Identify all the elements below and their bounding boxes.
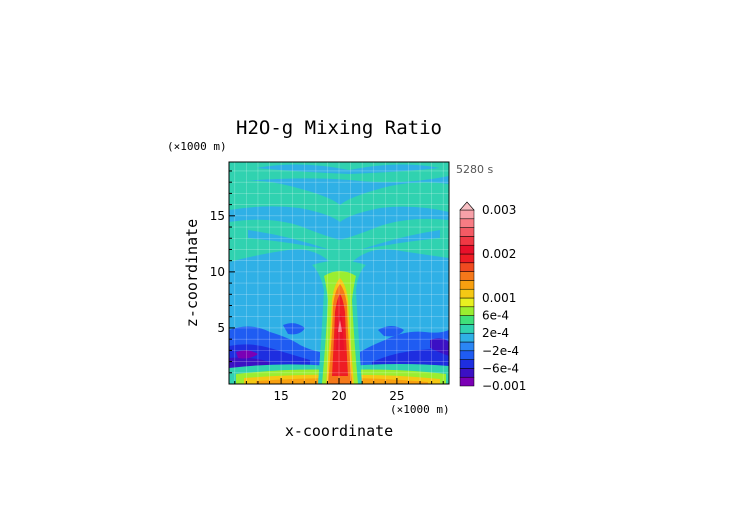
colorbar-swatch <box>459 209 475 220</box>
colorbar-swatch <box>459 288 475 299</box>
colorbar-swatch <box>459 359 475 369</box>
y-tick-label: 10 <box>210 265 225 279</box>
colorbar-swatch <box>459 262 475 272</box>
colorbar-swatch <box>459 350 475 360</box>
colorbar-swatch <box>459 332 475 343</box>
colorbar-swatch <box>459 244 475 255</box>
y-axis-ticks: 5 10 15 <box>210 170 235 374</box>
colorbar-swatch <box>459 306 475 316</box>
colorbar-swatch <box>459 236 475 246</box>
colorbar-extend-arrow <box>459 201 475 211</box>
x-tick-label: 25 <box>389 389 404 403</box>
colorbar-swatch <box>459 227 475 237</box>
colorbar-label: −0.001 <box>482 379 526 393</box>
colorbar-label: 2e-4 <box>482 326 509 340</box>
contour-low-blob1 <box>283 323 305 335</box>
contour-low-blob2 <box>378 326 404 337</box>
x-axis-unit: (×1000 m) <box>390 403 450 416</box>
y-tick-label: 15 <box>210 209 225 223</box>
contour-column-pink <box>338 320 342 332</box>
y-axis-unit: (×1000 m) <box>167 140 227 153</box>
contour-anvil-lower <box>229 218 449 262</box>
colorbar-swatch <box>459 253 475 264</box>
colorbar-label: 0.003 <box>482 203 516 217</box>
time-label: 5280 s <box>456 163 493 176</box>
colorbar-swatch <box>459 368 475 378</box>
colorbar-label: 6e-4 <box>482 309 509 323</box>
contour-anvil-streak <box>256 164 440 174</box>
colorbar-label: −2e-4 <box>482 344 519 358</box>
colorbar-swatch <box>459 297 475 308</box>
contour-anvil-mid <box>229 180 449 222</box>
colorbar-swatch <box>459 324 475 334</box>
colorbar: 0.003 0.002 0.001 6e-4 2e-4 −2e-4 −6e-4 −0.001 <box>459 201 526 393</box>
x-tick-label: 15 <box>273 389 288 403</box>
colorbar-label: 0.002 <box>482 247 516 261</box>
x-axis-title: x-coordinate <box>285 422 393 440</box>
chart-title: H2O-g Mixing Ratio <box>236 117 442 139</box>
contour-low-blob4 <box>236 350 258 359</box>
contour-anvil-streak3 <box>360 230 440 250</box>
contour-anvil-streak2 <box>248 230 330 250</box>
colorbar-label: 0.001 <box>482 291 516 305</box>
colorbar-swatch <box>459 315 475 325</box>
y-axis-title: z-coordinate <box>183 219 201 327</box>
x-tick-label: 20 <box>331 389 346 403</box>
colorbar-label: −6e-4 <box>482 361 519 375</box>
y-tick-label: 5 <box>217 321 225 335</box>
contour-field <box>229 162 449 384</box>
colorbar-swatch <box>459 376 475 387</box>
colorbar-swatch <box>459 341 475 352</box>
x-axis-ticks: 15 20 25 <box>234 378 444 403</box>
colorbar-swatch <box>459 218 475 228</box>
colorbar-swatch <box>459 280 475 290</box>
contour-low-blob3 <box>430 338 449 356</box>
grid <box>229 162 449 384</box>
colorbar-swatch <box>459 271 475 281</box>
